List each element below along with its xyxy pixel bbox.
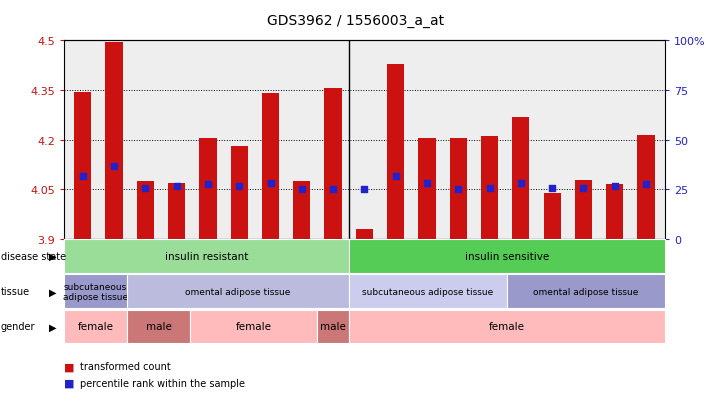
Point — [422, 180, 433, 187]
Bar — [512, 117, 530, 240]
Point — [484, 185, 496, 192]
Text: ▶: ▶ — [49, 252, 57, 261]
Text: GDS3962 / 1556003_a_at: GDS3962 / 1556003_a_at — [267, 14, 444, 28]
Bar — [74, 93, 92, 240]
Bar — [168, 183, 186, 240]
Bar — [449, 139, 467, 240]
Point — [233, 183, 245, 190]
Text: subcutaneous
adipose tissue: subcutaneous adipose tissue — [63, 282, 128, 301]
Text: ■: ■ — [64, 361, 75, 371]
Point — [202, 182, 213, 188]
Bar — [418, 139, 436, 240]
Bar — [293, 182, 311, 240]
Text: omental adipose tissue: omental adipose tissue — [186, 287, 291, 296]
Text: male: male — [146, 322, 172, 332]
Point — [327, 187, 338, 193]
Bar — [606, 185, 624, 240]
Bar — [387, 64, 405, 240]
Point — [108, 164, 119, 170]
Point — [77, 173, 88, 180]
Point — [515, 180, 527, 187]
Text: female: female — [77, 322, 114, 332]
Point — [296, 187, 307, 193]
Point — [390, 173, 402, 180]
Text: ▶: ▶ — [49, 287, 57, 297]
Bar — [637, 135, 655, 240]
Bar — [356, 230, 373, 240]
Text: transformed count: transformed count — [80, 361, 171, 371]
Text: female: female — [236, 322, 272, 332]
Text: insulin resistant: insulin resistant — [164, 252, 248, 261]
Text: subcutaneous adipose tissue: subcutaneous adipose tissue — [362, 287, 493, 296]
Text: gender: gender — [1, 322, 36, 332]
Point — [547, 185, 558, 192]
Text: percentile rank within the sample: percentile rank within the sample — [80, 378, 245, 388]
Text: omental adipose tissue: omental adipose tissue — [533, 287, 638, 296]
Point — [453, 187, 464, 193]
Point — [641, 182, 652, 188]
Bar — [230, 147, 248, 240]
Bar — [262, 94, 279, 240]
Text: female: female — [488, 322, 525, 332]
Point — [264, 180, 276, 187]
Point — [359, 187, 370, 193]
Text: tissue: tissue — [1, 287, 30, 297]
Bar — [574, 180, 592, 240]
Text: disease state: disease state — [1, 252, 66, 261]
Bar — [105, 43, 123, 240]
Point — [609, 183, 621, 190]
Text: ■: ■ — [64, 378, 75, 388]
Point — [139, 185, 151, 192]
Bar — [543, 193, 561, 240]
Text: ▶: ▶ — [49, 322, 57, 332]
Bar — [137, 182, 154, 240]
Text: male: male — [320, 322, 346, 332]
Bar — [324, 89, 342, 240]
Bar — [481, 137, 498, 240]
Bar — [199, 139, 217, 240]
Point — [578, 185, 589, 192]
Text: insulin sensitive: insulin sensitive — [464, 252, 549, 261]
Point — [171, 183, 182, 190]
